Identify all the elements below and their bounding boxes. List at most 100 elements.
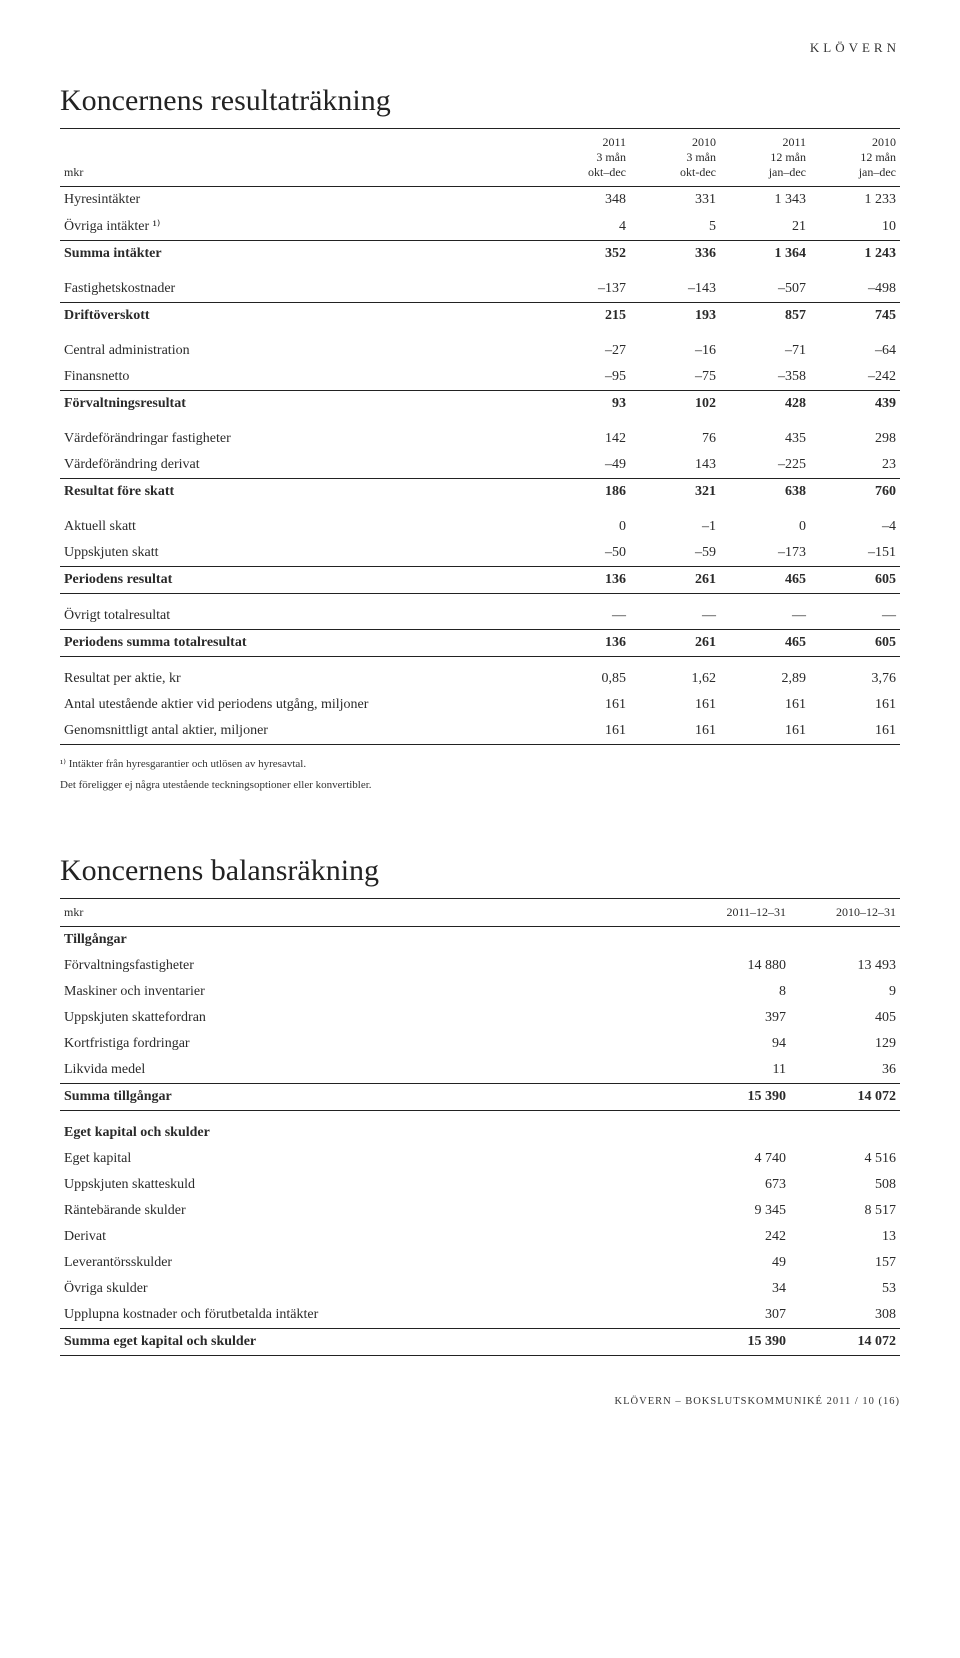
row-value: 242 — [680, 1224, 790, 1250]
table-row: Övriga intäkter ¹⁾452110 — [60, 213, 900, 241]
row-label: Resultat per aktie, kr — [60, 657, 540, 693]
row-value: 76 — [630, 417, 720, 452]
row-value: 336 — [630, 241, 720, 268]
row-value: 186 — [540, 479, 630, 506]
row-label: Periodens summa totalresultat — [60, 630, 540, 657]
table-row: Leverantörsskulder49157 — [60, 1250, 900, 1276]
row-label: Tillgångar — [60, 926, 680, 953]
col1-header: 2011 3 mån okt–dec — [540, 129, 630, 187]
row-label: Värdeförändringar fastigheter — [60, 417, 540, 452]
row-value: 13 — [790, 1224, 900, 1250]
row-label: Kortfristiga fordringar — [60, 1031, 680, 1057]
income-table: mkr 2011 3 mån okt–dec 2010 3 mån okt-de… — [60, 128, 900, 745]
row-label: Likvida medel — [60, 1057, 680, 1084]
table-row: Summa tillgångar15 39014 072 — [60, 1083, 900, 1110]
row-value: –59 — [630, 540, 720, 567]
row-value: 15 390 — [680, 1083, 790, 1110]
balance-unit-header: mkr — [60, 898, 680, 926]
income-header-row: mkr 2011 3 mån okt–dec 2010 3 mån okt-de… — [60, 129, 900, 187]
row-value: 465 — [720, 630, 810, 657]
row-value: 10 — [810, 213, 900, 241]
row-value: –4 — [810, 505, 900, 540]
table-row: Uppskjuten skattefordran397405 — [60, 1005, 900, 1031]
row-value: –143 — [630, 267, 720, 303]
row-value: 8 517 — [790, 1198, 900, 1224]
row-value: –151 — [810, 540, 900, 567]
row-label: Resultat före skatt — [60, 479, 540, 506]
row-value: –1 — [630, 505, 720, 540]
row-value: 745 — [810, 303, 900, 330]
row-value: 435 — [720, 417, 810, 452]
row-value: 136 — [540, 567, 630, 594]
table-row: Likvida medel1136 — [60, 1057, 900, 1084]
row-label: Uppskjuten skatt — [60, 540, 540, 567]
row-label: Antal utestående aktier vid periodens ut… — [60, 692, 540, 718]
row-value: 93 — [540, 391, 630, 418]
table-row: Antal utestående aktier vid periodens ut… — [60, 692, 900, 718]
row-value: — — [810, 594, 900, 630]
row-value: –242 — [810, 364, 900, 391]
table-row: Räntebärande skulder9 3458 517 — [60, 1198, 900, 1224]
row-value: 508 — [790, 1172, 900, 1198]
row-value: 9 — [790, 979, 900, 1005]
row-label: Central administration — [60, 329, 540, 364]
table-row: Uppskjuten skatteskuld673508 — [60, 1172, 900, 1198]
row-label: Hyresintäkter — [60, 187, 540, 214]
row-value: 34 — [680, 1276, 790, 1302]
row-value: 0,85 — [540, 657, 630, 693]
row-value: 673 — [680, 1172, 790, 1198]
row-value: 352 — [540, 241, 630, 268]
row-value: 23 — [810, 452, 900, 479]
table-row: Summa intäkter3523361 3641 243 — [60, 241, 900, 268]
table-row: Aktuell skatt0–10–4 — [60, 505, 900, 540]
row-value: 4 — [540, 213, 630, 241]
unit-header: mkr — [60, 129, 540, 187]
row-value: 193 — [630, 303, 720, 330]
row-value: –358 — [720, 364, 810, 391]
row-value: –507 — [720, 267, 810, 303]
table-row: Kortfristiga fordringar94129 — [60, 1031, 900, 1057]
col4-header: 2010 12 mån jan–dec — [810, 129, 900, 187]
row-value: 21 — [720, 213, 810, 241]
table-row: Övrigt totalresultat———— — [60, 594, 900, 630]
row-value: 261 — [630, 630, 720, 657]
row-value — [790, 926, 900, 953]
row-value: — — [630, 594, 720, 630]
table-row: Förvaltningsfastigheter14 88013 493 — [60, 953, 900, 979]
row-value: 321 — [630, 479, 720, 506]
table-row: Värdeförändringar fastigheter14276435298 — [60, 417, 900, 452]
row-value: 15 390 — [680, 1328, 790, 1355]
row-value: 298 — [810, 417, 900, 452]
row-value: 11 — [680, 1057, 790, 1084]
row-label: Fastighetskostnader — [60, 267, 540, 303]
row-label: Periodens resultat — [60, 567, 540, 594]
col3-header: 2011 12 mån jan–dec — [720, 129, 810, 187]
page-footer: KLÖVERN – BOKSLUTSKOMMUNIKÉ 2011 / 10 (1… — [60, 1396, 900, 1407]
row-label: Räntebärande skulder — [60, 1198, 680, 1224]
row-value: 13 493 — [790, 953, 900, 979]
table-row: Eget kapital och skulder — [60, 1110, 900, 1146]
row-value: 9 345 — [680, 1198, 790, 1224]
row-value: –71 — [720, 329, 810, 364]
row-value: –137 — [540, 267, 630, 303]
row-value: 161 — [720, 692, 810, 718]
row-value: 143 — [630, 452, 720, 479]
table-row: Periodens summa totalresultat13626146560… — [60, 630, 900, 657]
table-row: Tillgångar — [60, 926, 900, 953]
row-label: Övriga intäkter ¹⁾ — [60, 213, 540, 241]
row-value: 0 — [720, 505, 810, 540]
row-value: 465 — [720, 567, 810, 594]
row-value: 14 072 — [790, 1083, 900, 1110]
row-value: 331 — [630, 187, 720, 214]
row-value: 857 — [720, 303, 810, 330]
row-value: — — [720, 594, 810, 630]
row-label: Förvaltningsresultat — [60, 391, 540, 418]
row-value: 1 233 — [810, 187, 900, 214]
row-value — [790, 1110, 900, 1146]
row-value: 161 — [630, 718, 720, 745]
row-value: 49 — [680, 1250, 790, 1276]
row-value: 161 — [810, 692, 900, 718]
row-value: –75 — [630, 364, 720, 391]
row-label: Värdeförändring derivat — [60, 452, 540, 479]
row-value — [680, 926, 790, 953]
